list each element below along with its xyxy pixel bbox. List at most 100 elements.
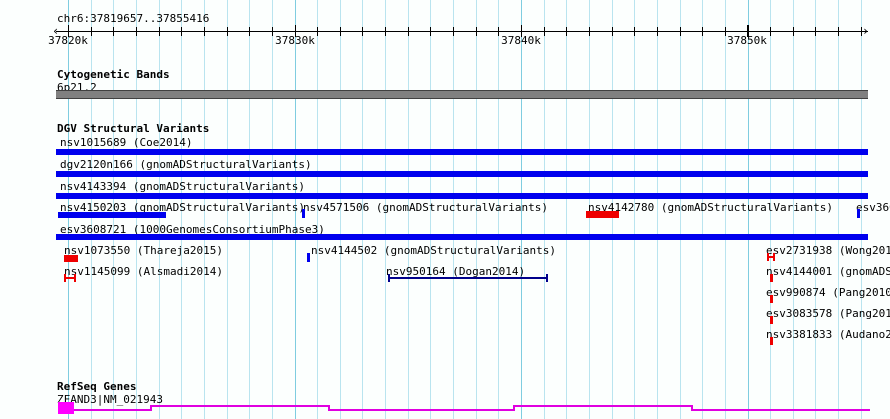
ibeam-stem [64, 277, 76, 279]
axis-tick [476, 27, 477, 36]
refseq-gene-label: ZFAND3|NM_021943 [57, 393, 163, 406]
dgv-feature-bar[interactable] [64, 255, 78, 262]
axis-tick [181, 27, 182, 36]
dgv-structural-variants-track-title: DGV Structural Variants [57, 122, 210, 135]
gene-intron-segment [691, 409, 870, 411]
dgv-feature-label: nsv4571506 (gnomADStructuralVariants) [303, 201, 549, 214]
dgv-feature-bar[interactable] [56, 234, 868, 240]
axis-tick [725, 27, 726, 36]
axis-tick [612, 27, 613, 36]
dgv-feature-label: esv3083578 (Pang2013 [766, 307, 890, 320]
dgv-feature-label: nsv4143394 (gnomADStructuralVariants) [60, 180, 306, 193]
dgv-feature-ibeam[interactable] [770, 337, 773, 345]
axis-tick [91, 27, 92, 36]
ibeam-right-cap [74, 274, 76, 282]
region-coordinates-label: chr6:37819657..37855416 [57, 12, 210, 25]
dgv-feature-label: esv360 [856, 201, 890, 214]
ibeam-stem [388, 277, 548, 279]
ibeam-right-cap [771, 337, 773, 345]
dgv-feature-label: nsv1073550 (Thareja2015) [64, 244, 223, 257]
dgv-feature-label: nsv4144502 (gnomADStructuralVariants) [311, 244, 557, 257]
dgv-feature-label: nsv3381833 (Audano20 [766, 328, 890, 341]
axis-tick [272, 27, 273, 36]
gene-riser [328, 405, 330, 411]
axis-tick [589, 27, 590, 36]
gene-riser [150, 405, 152, 411]
axis-tick [430, 27, 431, 36]
dgv-feature-ibeam[interactable] [770, 274, 773, 282]
dgv-feature-ibeam[interactable] [767, 253, 775, 261]
ibeam-right-cap [771, 274, 773, 282]
gene-riser [513, 405, 515, 411]
axis-tick-major [295, 25, 296, 37]
dgv-feature-label: nsv4150203 (gnomADStructuralVariants) [60, 201, 306, 214]
pan-left-arrow-icon[interactable]: ‹ [52, 24, 60, 38]
dgv-feature-label: dgv2120n166 (gnomADStructuralVariants) [60, 158, 312, 171]
ibeam-right-cap [546, 274, 548, 282]
axis-tick [680, 27, 681, 36]
ibeam-right-cap [771, 295, 773, 303]
dgv-feature-bar[interactable] [56, 193, 868, 199]
dgv-feature-ibeam[interactable] [770, 295, 773, 303]
ibeam-stem [767, 256, 775, 258]
axis-tick [385, 27, 386, 36]
axis-tick [453, 27, 454, 36]
dgv-feature-ibeam[interactable] [770, 316, 773, 324]
axis-tick [544, 27, 545, 36]
axis-tick-major [521, 25, 522, 37]
axis-tick-label: 37840k [501, 34, 541, 47]
dgv-feature-bar[interactable] [56, 149, 868, 155]
axis-tick [362, 27, 363, 36]
dgv-feature-bar[interactable] [58, 212, 166, 218]
axis-tick [204, 27, 205, 36]
gene-intron-segment [513, 405, 691, 407]
axis-tick [317, 27, 318, 36]
axis-tick [793, 27, 794, 36]
axis-tick [770, 27, 771, 36]
dgv-feature-label: nsv4144001 (gnomADSt [766, 265, 890, 278]
axis-tick [136, 27, 137, 36]
axis-tick-major [68, 25, 69, 37]
refseq-gene-model[interactable] [0, 396, 890, 416]
dgv-feature-ibeam[interactable] [388, 274, 548, 282]
coordinate-ruler: chr6:37819657..37855416 ‹ › 37820k 37830k… [0, 0, 890, 47]
axis-tick [566, 27, 567, 36]
gene-intron-segment [74, 409, 150, 411]
dgv-feature-label: nsv4142780 (gnomADStructuralVariants) [588, 201, 834, 214]
dgv-feature-bar[interactable] [586, 211, 619, 218]
axis-tick-label: 37830k [275, 34, 315, 47]
pan-right-arrow-icon[interactable]: › [862, 24, 870, 38]
ibeam-right-cap [771, 316, 773, 324]
cytoband-bar[interactable] [56, 90, 868, 99]
axis-tick [748, 25, 749, 37]
axis-line [56, 31, 868, 32]
dgv-feature-label: esv3608721 (1000GenomesConsortiumPhase3) [60, 223, 325, 236]
dgv-feature-bar[interactable] [307, 253, 310, 262]
dgv-feature-bar[interactable] [857, 209, 860, 218]
gridline [838, 0, 839, 419]
axis-tick [815, 27, 816, 36]
cytogenetic-bands-track-title: Cytogenetic Bands [57, 68, 170, 81]
axis-tick [657, 27, 658, 36]
axis-tick-label: 37850k [727, 34, 767, 47]
axis-tick [227, 27, 228, 36]
axis-tick [702, 27, 703, 36]
gene-riser [691, 405, 693, 411]
dgv-feature-label: nsv1015689 (Coe2014) [60, 136, 193, 149]
axis-tick [159, 27, 160, 36]
dgv-feature-label: nsv1145099 (Alsmadi2014) [64, 265, 223, 278]
dgv-feature-label: nsv950164 (Dogan2014) [386, 265, 526, 278]
axis-tick [861, 27, 862, 36]
dgv-feature-bar[interactable] [56, 171, 868, 177]
dgv-feature-label: esv2731938 (Wong2012 [766, 244, 890, 257]
dgv-feature-ibeam[interactable] [64, 274, 76, 282]
dgv-feature-bar[interactable] [302, 209, 305, 218]
ibeam-right-cap [773, 253, 775, 261]
gene-exon-block[interactable] [58, 402, 74, 414]
axis-tick-major [747, 25, 748, 37]
axis-tick [249, 27, 250, 36]
axis-tick [408, 27, 409, 36]
gene-intron-segment [150, 405, 328, 407]
axis-tick [340, 27, 341, 36]
gene-intron-segment [328, 409, 513, 411]
